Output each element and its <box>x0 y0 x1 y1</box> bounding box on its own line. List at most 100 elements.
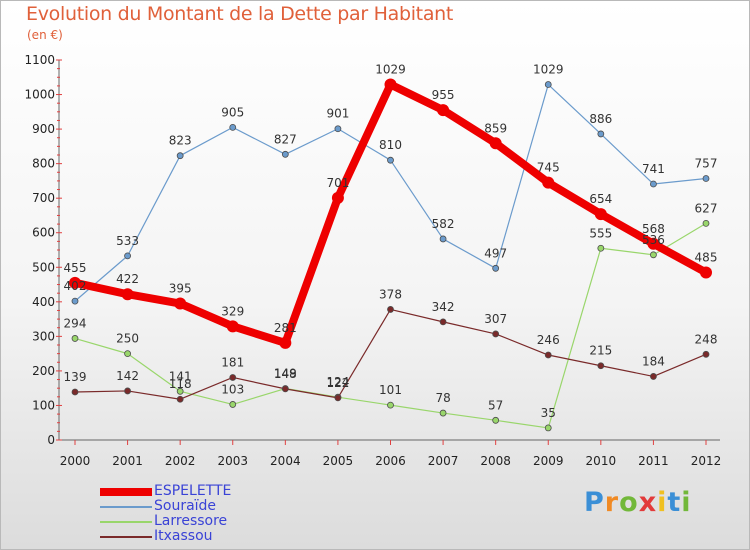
data-label-larressore: 555 <box>589 226 612 240</box>
data-point-itxassou <box>71 388 79 396</box>
legend-item: Souraïde <box>100 498 300 514</box>
data-point-soura-de <box>281 150 289 158</box>
data-label-larressore: 57 <box>488 398 503 412</box>
data-point-itxassou <box>650 373 657 380</box>
data-label-larressore: 101 <box>379 383 402 397</box>
logo-letter: i <box>657 487 668 518</box>
x-tick-label: 2001 <box>112 454 143 468</box>
data-label-soura-de: 886 <box>589 112 612 126</box>
x-tick-label: 2009 <box>533 454 564 468</box>
legend-swatch <box>100 536 152 538</box>
data-label-soura-de: 402 <box>64 279 87 293</box>
x-tick-label: 2008 <box>480 454 511 468</box>
data-point-larressore <box>597 244 605 252</box>
data-label-larressore: 149 <box>274 367 297 381</box>
data-point-soura-de <box>544 81 552 88</box>
data-point-larressore <box>124 350 131 358</box>
logo-letter: o <box>619 487 639 518</box>
data-label-larressore: 124 <box>326 375 349 389</box>
legend-label: ESPELETTE <box>154 483 232 499</box>
data-label-itxassou: 246 <box>537 333 560 347</box>
series-lines <box>69 78 712 432</box>
data-label-espelette: 329 <box>221 304 244 318</box>
y-tick-label: 1000 <box>24 88 55 102</box>
data-point-soura-de <box>650 180 657 188</box>
data-point-soura-de <box>439 235 447 243</box>
data-label-espelette: 654 <box>589 192 612 206</box>
data-point-espelette <box>121 288 134 301</box>
legend-swatch <box>100 521 152 523</box>
data-point-espelette <box>226 320 239 333</box>
chart-subtitle: (en €) <box>27 28 63 42</box>
data-point-itxassou <box>124 387 131 395</box>
logo-letter: P <box>584 487 605 518</box>
y-tick-label: 700 <box>32 191 55 205</box>
data-label-soura-de: 823 <box>169 134 192 148</box>
data-label-soura-de: 827 <box>274 132 297 146</box>
data-label-espelette: 281 <box>274 321 297 335</box>
chart-title: Evolution du Montant de la Dette par Hab… <box>26 3 454 25</box>
data-point-espelette <box>489 137 502 150</box>
data-point-itxassou <box>439 318 447 326</box>
data-point-larressore <box>439 409 447 417</box>
data-point-itxassou <box>544 351 552 359</box>
legend-label: Itxassou <box>154 528 213 544</box>
data-label-soura-de: 582 <box>432 217 455 231</box>
legend-item: Larressore <box>100 513 300 529</box>
data-point-larressore <box>702 219 710 227</box>
data-label-itxassou: 139 <box>64 370 87 384</box>
legend-swatch <box>100 488 152 496</box>
data-label-soura-de: 905 <box>221 105 244 119</box>
data-point-espelette <box>384 78 397 91</box>
data-label-espelette: 1029 <box>375 63 406 77</box>
data-label-larressore: 294 <box>64 316 87 330</box>
x-tick-label: 2005 <box>323 454 354 468</box>
x-tick-label: 2004 <box>270 454 301 468</box>
data-point-soura-de <box>334 125 342 133</box>
legend-label: Larressore <box>154 513 228 529</box>
data-label-itxassou: 184 <box>642 354 665 368</box>
data-label-larressore: 627 <box>695 201 718 215</box>
x-tick-label: 2000 <box>60 454 91 468</box>
legend-item: Itxassou <box>100 528 300 544</box>
data-label-espelette: 745 <box>537 161 560 175</box>
y-tick-label: 0 <box>47 433 55 447</box>
legend-swatch <box>100 506 152 508</box>
data-label-soura-de: 757 <box>695 156 718 170</box>
data-label-larressore: 250 <box>116 332 139 346</box>
x-tick-label: 2002 <box>165 454 196 468</box>
data-label-soura-de: 901 <box>326 107 349 121</box>
data-point-soura-de <box>71 297 79 305</box>
data-point-itxassou <box>492 330 500 338</box>
data-point-larressore <box>176 387 184 395</box>
chart-axes: 0 100 200 300 400 500 600 700 800 900 1000 1100 2000… <box>24 53 721 468</box>
data-label-espelette: 455 <box>64 261 87 275</box>
data-point-espelette <box>594 208 607 221</box>
data-point-espelette <box>279 336 292 349</box>
data-point-soura-de <box>229 123 237 131</box>
x-tick-label: 2007 <box>428 454 459 468</box>
x-tick-label: 2003 <box>217 454 248 468</box>
data-label-soura-de: 533 <box>116 234 139 248</box>
data-label-soura-de: 741 <box>642 162 665 176</box>
data-point-espelette <box>700 266 712 279</box>
data-label-espelette: 701 <box>326 176 349 190</box>
data-point-espelette <box>174 297 187 310</box>
data-point-itxassou <box>176 395 184 403</box>
data-point-larressore <box>492 416 500 424</box>
data-label-espelette: 395 <box>169 282 192 296</box>
data-label-larressore: 536 <box>642 233 665 247</box>
legend-label: Souraïde <box>154 498 217 514</box>
data-label-larressore: 78 <box>435 391 450 405</box>
data-point-itxassou <box>597 362 605 370</box>
data-point-soura-de <box>702 175 710 182</box>
legend-item: ESPELETTE <box>100 483 300 499</box>
y-tick-label: 1100 <box>24 53 55 67</box>
data-point-larressore <box>229 401 237 408</box>
data-label-itxassou: 142 <box>116 369 139 383</box>
data-label-soura-de: 1029 <box>533 63 564 77</box>
y-tick-label: 600 <box>32 226 55 240</box>
x-tick-label: 2010 <box>586 454 617 468</box>
